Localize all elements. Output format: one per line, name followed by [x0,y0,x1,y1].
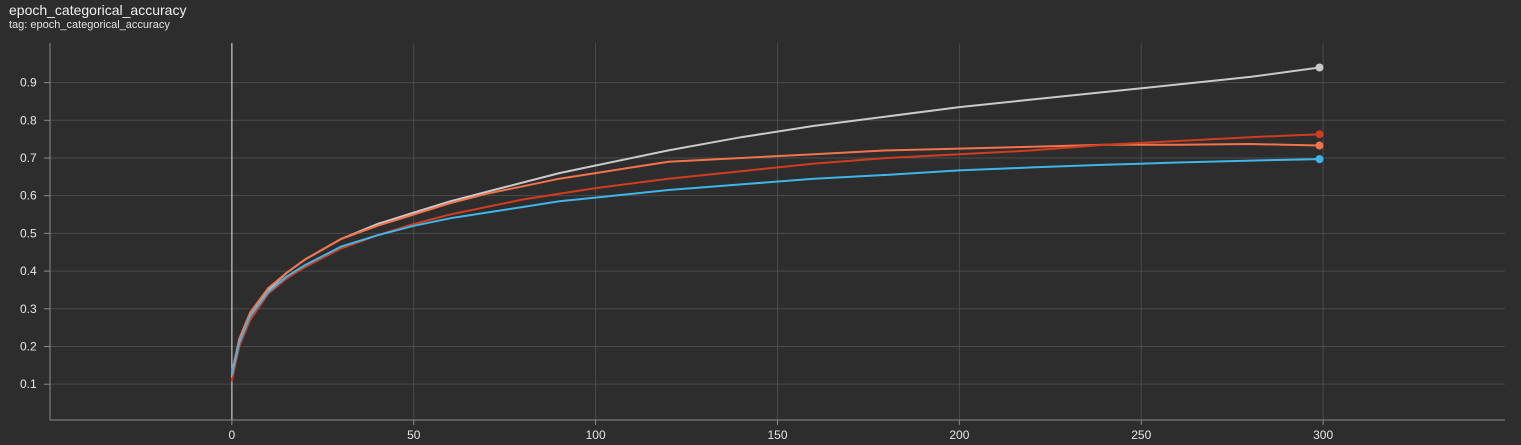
y-tick-label: 0.6 [20,189,37,203]
series-line-3 [230,133,1321,382]
y-tick-label: 0.8 [20,113,37,127]
x-tick-label: 250 [1131,428,1151,442]
y-tick-label: 0.4 [20,264,37,278]
chart-title: epoch_categorical_accuracy [9,2,187,18]
y-tick-label: 0.5 [20,226,37,240]
y-tick-label: 0.7 [20,151,37,165]
y-tick-label: 0.2 [20,339,37,353]
chart-tag: tag: epoch_categorical_accuracy [9,19,170,31]
series-endpoints [1315,63,1324,164]
series-lines [230,66,1321,382]
chart-header: epoch_categorical_accuracy tag: epoch_ca… [9,2,186,32]
series-line-4 [230,158,1321,376]
y-tick-label: 0.1 [20,377,37,391]
y-tick-label: 0.3 [20,302,37,316]
series-endpoint-2 [1315,141,1324,150]
x-tick-label: 0 [229,428,236,442]
x-tick-label: 200 [949,428,969,442]
x-tick-label: 150 [767,428,787,442]
series-line-1 [230,66,1321,378]
tick-labels: 0.1 0.2 0.3 0.4 0.5 0.6 0.7 0.8 0.9 0 50 100 150 200 2… [20,76,1333,442]
series-endpoint-1 [1315,63,1324,72]
x-tick-label: 100 [586,428,606,442]
grid-lines [50,43,1505,420]
series-endpoint-3 [1315,130,1324,139]
series-line-2 [230,143,1321,374]
x-tick-label: 300 [1313,428,1333,442]
x-tick-label: 50 [407,428,421,442]
y-tick-label: 0.9 [20,76,37,90]
series-endpoint-4 [1315,155,1324,164]
axes [44,43,1505,425]
